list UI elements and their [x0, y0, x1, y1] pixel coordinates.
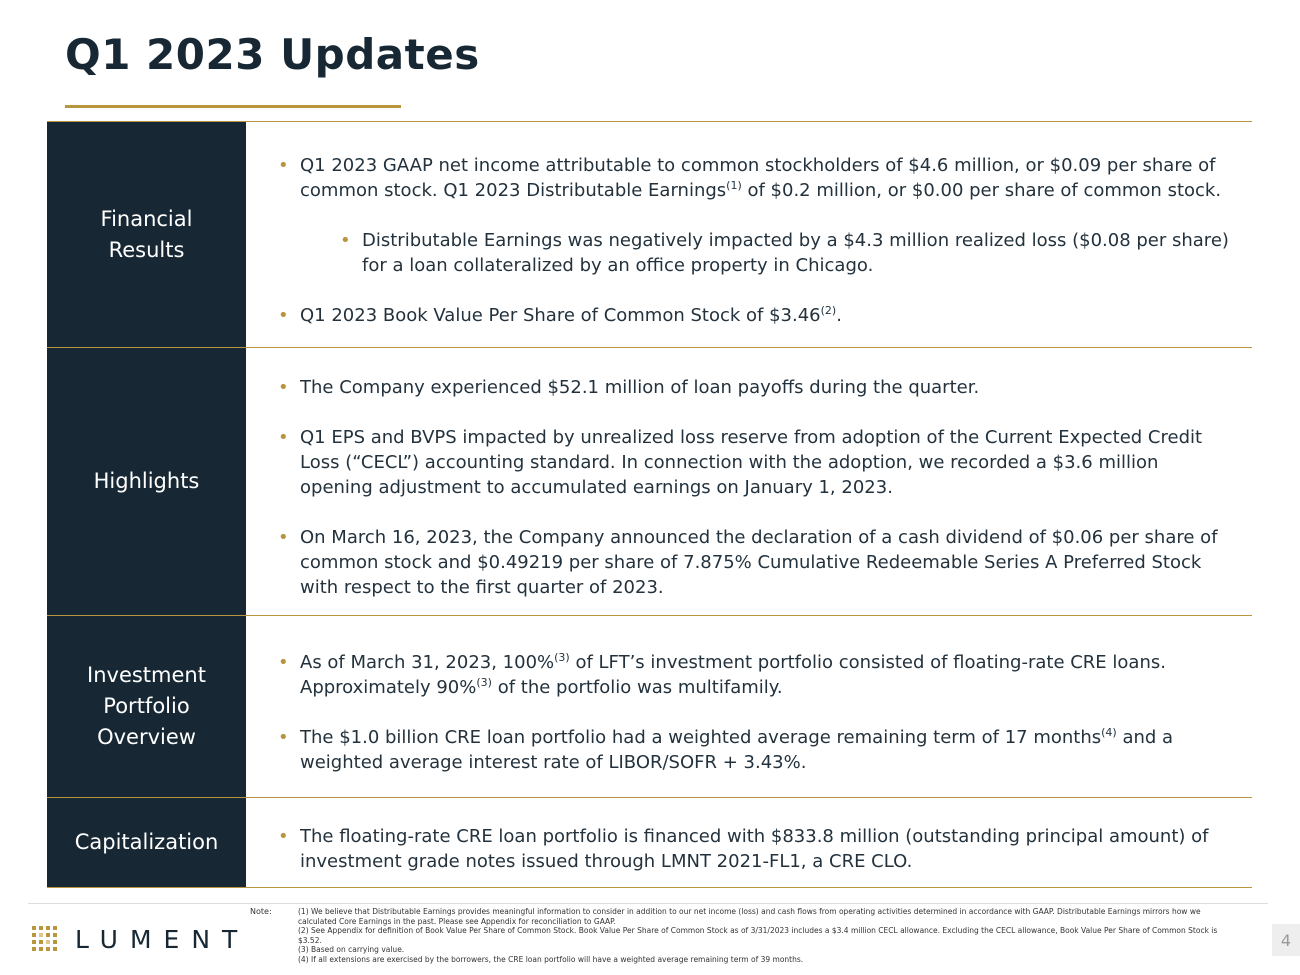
section-label: Highlights [47, 348, 246, 615]
section-content: Q1 2023 GAAP net income attributable to … [246, 122, 1252, 347]
note-label: Note: [250, 907, 272, 916]
note: (4) If all extensions are exercised by t… [298, 954, 804, 964]
text: The $1.0 billion CRE loan portfolio had … [300, 727, 1102, 748]
footnote-ref: (3) [554, 651, 570, 664]
bullet: Q1 2023 GAAP net income attributable to … [278, 153, 1232, 278]
section-row: Capitalization The floating-rate CRE loan… [47, 798, 1252, 888]
bullet: The floating-rate CRE loan portfolio is … [278, 824, 1232, 874]
text: Q1 2023 Book Value Per Share of Common S… [300, 305, 821, 326]
note: (1) We believe that Distributable Earnin… [298, 907, 1201, 926]
footnote-ref: (1) [726, 179, 742, 192]
text: Distributable Earnings was negatively im… [362, 230, 1229, 276]
title: Q1 2023 Updates [65, 30, 480, 79]
text: . [836, 305, 842, 326]
bullet: As of March 31, 2023, 100%(3) of LFT’s i… [278, 650, 1232, 700]
bullet: The $1.0 billion CRE loan portfolio had … [278, 725, 1232, 775]
section-label: Financial Results [47, 122, 246, 347]
page-number: 4 [1272, 924, 1300, 956]
text: of $0.2 million, or $0.00 per share of c… [741, 180, 1222, 201]
section-label: Investment Portfolio Overview [47, 616, 246, 797]
text: Q1 EPS and BVPS impacted by unrealized l… [300, 427, 1203, 498]
bullet: Q1 2023 Book Value Per Share of Common S… [278, 303, 1232, 328]
footer-rule [28, 903, 1268, 904]
section-label: Capitalization [47, 798, 246, 887]
text: and a weighted average interest rate of … [300, 727, 1174, 773]
text: As of March 31, 2023, 100% [300, 652, 555, 673]
updates-table: Financial Results Q1 2023 GAAP net income… [47, 121, 1252, 888]
section-row: Investment Portfolio Overview As of March… [47, 616, 1252, 798]
note: (2) See Appendix for definition of Book … [298, 926, 1218, 945]
section-row: Financial Results Q1 2023 GAAP net income… [47, 122, 1252, 348]
note: (3) Based on carrying value. [298, 945, 405, 954]
section-row: Highlights The Company experienced $52.1 … [47, 348, 1252, 616]
logo-icon [32, 926, 57, 951]
section-content: As of March 31, 2023, 100%(3) of LFT’s i… [246, 616, 1252, 797]
text: Q1 2023 GAAP net income attributable to … [300, 155, 1216, 201]
footnote-ref: (2) [820, 304, 837, 317]
footnote-ref: (3) [476, 676, 492, 689]
notes: (1) We believe that Distributable Earnin… [298, 907, 1238, 964]
bullet: On March 16, 2023, the Company announced… [278, 525, 1232, 600]
text: The floating-rate CRE loan portfolio is … [300, 825, 1209, 872]
text: The Company experienced $52.1 million of… [300, 377, 980, 398]
text: of LFT’s investment portfolio consisted … [300, 652, 1166, 698]
text: On March 16, 2023, the Company announced… [300, 527, 1218, 598]
sub-bullet: Distributable Earnings was negatively im… [340, 228, 1232, 278]
bullet: The Company experienced $52.1 million of… [278, 375, 1232, 400]
bullet: Q1 EPS and BVPS impacted by unrealized l… [278, 425, 1232, 500]
text: of the portfolio was multifamily. [491, 677, 783, 698]
section-content: The floating-rate CRE loan portfolio is … [246, 798, 1252, 887]
section-content: The Company experienced $52.1 million of… [246, 348, 1252, 615]
title-rule [65, 105, 401, 108]
footnote-ref: (4) [1101, 726, 1117, 739]
logo-text: LUMENT [75, 925, 250, 954]
